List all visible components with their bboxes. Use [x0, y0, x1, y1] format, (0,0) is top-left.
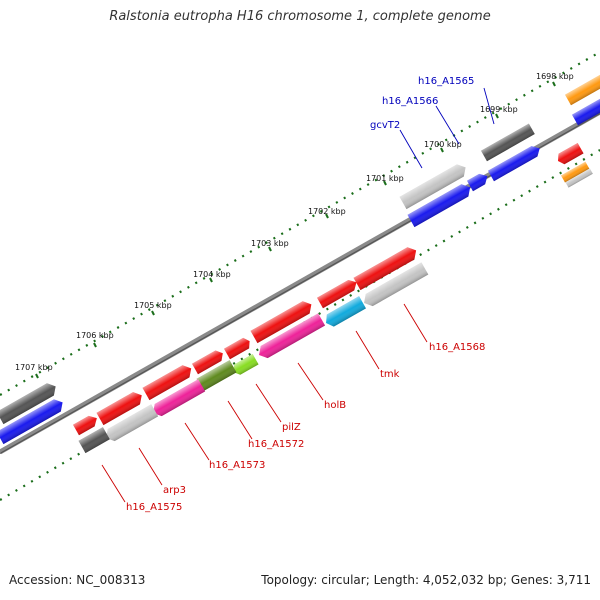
gene-blue-edge-upper[interactable]	[572, 95, 600, 126]
leader-lines-top	[399, 87, 495, 169]
forward-genes	[0, 72, 600, 436]
gene-gcvT2[interactable]	[399, 161, 470, 210]
leader-h16_A1575	[101, 464, 126, 503]
gene-red-4[interactable]	[224, 336, 253, 360]
leader-tmk	[355, 330, 380, 370]
kbp-label-1700: 1700 kbp	[424, 140, 462, 149]
gene-h16_A1573[interactable]	[150, 379, 206, 419]
leader-h16_A1565	[483, 87, 495, 125]
gene-blue-long[interactable]	[407, 181, 474, 228]
tick-1707	[35, 373, 39, 379]
tick-1703	[268, 246, 272, 252]
leader-h16_A1573	[184, 422, 210, 461]
gene-h16_A1568[interactable]	[361, 262, 429, 309]
length-value: 4,052,032 bp	[422, 573, 503, 587]
kbp-label-1698: 1698 kbp	[536, 72, 574, 81]
second-track-genes	[0, 95, 600, 454]
leader-lines-bottom	[101, 303, 428, 503]
kbp-label-1703: 1703 kbp	[251, 239, 289, 248]
gene-blue-small[interactable]	[467, 171, 490, 192]
tick-1705	[151, 310, 155, 316]
gene-label-pilZ[interactable]: pilZ	[282, 422, 301, 433]
gene-label-gcvT2[interactable]: gcvT2	[370, 120, 400, 131]
leader-arp3	[138, 447, 163, 486]
tick-1706	[93, 342, 97, 348]
gene-h16_A1565[interactable]	[481, 123, 535, 162]
topology-value: circular	[321, 573, 366, 587]
genes-value: 3,711	[556, 573, 591, 587]
gene-label-h16_A1572[interactable]: h16_A1572	[248, 439, 304, 450]
gene-h16_A1572[interactable]	[196, 360, 237, 392]
gene-blue-left[interactable]	[0, 396, 66, 445]
gene-red-8[interactable]	[73, 413, 100, 436]
kbp-label-1707: 1707 kbp	[15, 363, 53, 372]
gap-right-genes	[555, 142, 593, 188]
kbp-label-1704: 1704 kbp	[193, 270, 231, 279]
accession-label: Accession:	[9, 573, 73, 587]
gene-label-h16_A1565[interactable]: h16_A1565	[418, 76, 474, 87]
tick-1700	[440, 147, 444, 153]
gene-red-7[interactable]	[96, 389, 146, 426]
gene-label-holB[interactable]: holB	[324, 400, 346, 411]
kbp-label-1705: 1705 kbp	[134, 301, 172, 310]
leader-pilZ	[255, 383, 282, 423]
map-title: Ralstonia eutropha H16 chromosome 1, com…	[109, 9, 491, 24]
gene-tmk[interactable]	[323, 296, 366, 329]
gene-orange-edge-upper[interactable]	[565, 72, 600, 106]
gene-label-h16_A1566[interactable]: h16_A1566	[382, 96, 438, 107]
gene-red-edge[interactable]	[555, 142, 584, 166]
gene-pilZ[interactable]	[230, 353, 259, 377]
gene-label-h16_A1568[interactable]: h16_A1568	[429, 342, 485, 353]
leader-h16_A1568	[403, 303, 428, 343]
topology-label: Topology:	[261, 573, 318, 587]
leader-h16_A1566	[435, 105, 460, 145]
gene-darkgray-left[interactable]	[0, 380, 59, 425]
kbp-label-1701: 1701 kbp	[366, 174, 404, 183]
tick-1702	[325, 213, 329, 219]
accession-value: NC_008313	[76, 573, 146, 587]
tick-1701	[383, 180, 387, 186]
gene-gray-edge[interactable]	[565, 168, 593, 188]
tick-1704	[209, 277, 213, 283]
gene-label-tmk[interactable]: tmk	[380, 369, 400, 380]
gene-label-h16_A1573[interactable]: h16_A1573	[209, 460, 265, 471]
kbp-label-1702: 1702 kbp	[308, 207, 346, 216]
gene-red-2[interactable]	[317, 277, 359, 309]
genome-stats: Topology: circular; Length: 4,052,032 bp…	[261, 573, 591, 587]
leader-gcvT2	[399, 129, 423, 169]
length-label: Length:	[373, 573, 420, 587]
tick-1698	[552, 81, 556, 87]
gene-orange-edge-lower[interactable]	[561, 161, 590, 183]
tick-1699	[495, 113, 499, 119]
kbp-label-1706: 1706 kbp	[76, 331, 114, 340]
gene-red-3[interactable]	[250, 298, 315, 344]
kbp-ticks	[35, 81, 556, 379]
gene-label-arp3[interactable]: arp3	[163, 485, 186, 496]
kbp-label-1699: 1699 kbp	[480, 105, 518, 114]
gene-holB[interactable]	[256, 313, 326, 361]
leader-h16_A1572	[227, 400, 253, 440]
accession-info: Accession: NC_008313	[9, 573, 145, 587]
gene-h16_A1566[interactable]	[488, 143, 543, 182]
gene-h16_A1575[interactable]	[78, 427, 110, 454]
gene-arp3[interactable]	[103, 404, 159, 444]
outer-scale-dotted-line	[0, 51, 600, 396]
gene-red-1[interactable]	[353, 244, 420, 291]
genes-label: Genes:	[510, 573, 553, 587]
gene-red-5[interactable]	[192, 348, 226, 375]
gene-red-6[interactable]	[142, 362, 195, 401]
gene-label-h16_A1575[interactable]: h16_A1575	[126, 502, 182, 513]
leader-holB	[297, 362, 324, 401]
